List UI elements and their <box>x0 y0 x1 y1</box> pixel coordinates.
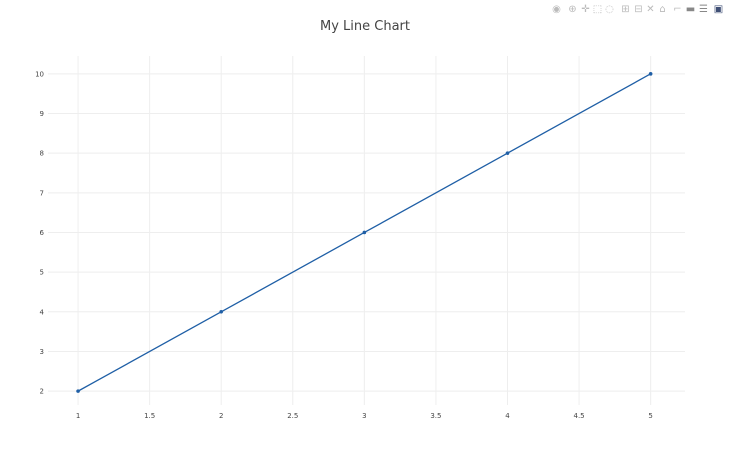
x-tick-label: 2.5 <box>287 412 298 420</box>
data-point <box>362 230 367 235</box>
hover-compare-icon[interactable]: ☰ <box>699 4 708 15</box>
x-tick-label: 4.5 <box>574 412 585 420</box>
x-tick-label: 1.5 <box>144 412 155 420</box>
hover-closest-icon[interactable]: ▬ <box>685 4 696 15</box>
camera-icon[interactable]: ◉ <box>552 4 561 15</box>
y-tick-label: 2 <box>40 388 44 396</box>
spike-lines-icon[interactable]: ⌐ <box>673 4 682 15</box>
home-icon[interactable]: ⌂ <box>659 4 666 15</box>
y-tick-label: 8 <box>40 150 44 158</box>
y-tick-label: 3 <box>40 348 44 356</box>
x-tick-label: 3.5 <box>430 412 441 420</box>
x-tick-label: 4 <box>505 412 510 420</box>
x-tick-label: 5 <box>648 412 652 420</box>
data-point <box>648 72 653 76</box>
x-tick-label: 3 <box>362 412 366 420</box>
zoom-in-icon[interactable]: ⊞ <box>621 4 630 15</box>
y-tick-label: 9 <box>40 110 44 118</box>
y-tick-label: 7 <box>40 189 44 197</box>
autoscale-icon[interactable]: ✕ <box>646 4 655 15</box>
x-tick-label: 2 <box>219 412 223 420</box>
y-tick-label: 10 <box>35 70 44 78</box>
y-tick-label: 5 <box>40 269 44 277</box>
box-select-icon[interactable]: ⬚ <box>592 4 603 15</box>
data-point <box>76 389 80 393</box>
data-point <box>505 151 510 155</box>
chart-title: My Line Chart <box>320 19 410 34</box>
y-tick-label: 4 <box>40 308 45 316</box>
lasso-select-icon[interactable]: ◌ <box>605 4 614 15</box>
plotly-logo-icon[interactable]: ▣ <box>713 4 724 15</box>
x-tick-label: 1 <box>76 412 80 420</box>
y-tick-label: 6 <box>40 229 45 237</box>
data-point <box>219 310 224 314</box>
zoom-out-icon[interactable]: ⊟ <box>634 4 643 15</box>
zoom-icon[interactable]: ⊕ <box>568 4 577 15</box>
pan-icon[interactable]: ✛ <box>581 4 590 15</box>
